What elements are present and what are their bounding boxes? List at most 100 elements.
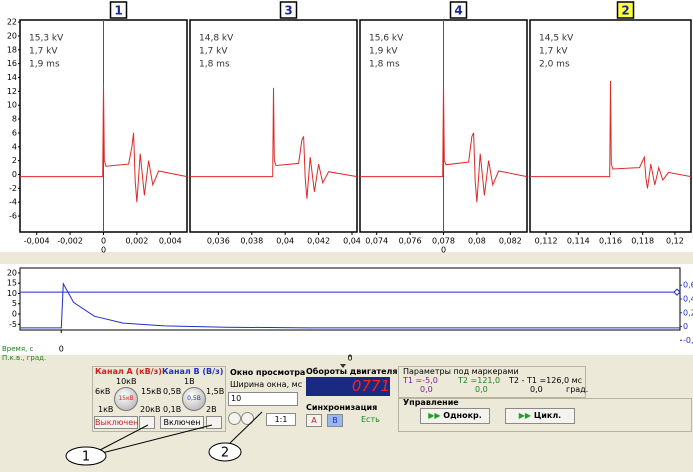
panel-header bbox=[449, 1, 468, 19]
x-tick-label: 0,002 bbox=[125, 237, 148, 246]
waveform bbox=[20, 84, 188, 203]
y-tick-label: 5 bbox=[12, 299, 17, 308]
panel-annotation: 1,8 ms bbox=[199, 60, 230, 70]
cycle-run-label: Цикл. bbox=[533, 411, 562, 420]
x-tick-label: 0,074 bbox=[365, 237, 388, 246]
x-tick-label: 0,078 bbox=[432, 237, 455, 246]
y-tick-label: 22 bbox=[7, 18, 17, 27]
overview-trace bbox=[20, 282, 680, 329]
separator bbox=[0, 355, 693, 364]
y-tick-label: 10 bbox=[7, 101, 17, 110]
crank-marker-label: 0 bbox=[101, 246, 106, 255]
x-tick-label: -0,002 bbox=[57, 237, 83, 246]
x-tick-label: 0,114 bbox=[567, 237, 590, 246]
x-axis-label: Время, с bbox=[2, 345, 33, 353]
channel-a-settings-button[interactable] bbox=[139, 416, 155, 429]
y-tick-label: 10 bbox=[7, 289, 17, 298]
panel-annotation: 1,7 kV bbox=[539, 47, 568, 57]
t2-degrees: 0,0 bbox=[475, 385, 488, 394]
channel-b-settings-button[interactable] bbox=[206, 416, 222, 429]
x2-tick-label: 0 bbox=[347, 354, 352, 363]
panel-annotation: 14,5 kV bbox=[539, 34, 574, 44]
zoom-select[interactable]: 1:1 bbox=[266, 413, 296, 426]
channel-b-knob[interactable]: 0,5В bbox=[182, 387, 206, 411]
knob-label: 6кВ bbox=[95, 387, 111, 396]
knob-label: 1кВ bbox=[98, 405, 114, 414]
crank-marker-label: 0 bbox=[441, 246, 446, 255]
sync-a-button[interactable]: A bbox=[306, 414, 322, 427]
x-tick-label: 0,04 bbox=[343, 237, 361, 246]
y-tick-label: 14 bbox=[7, 73, 17, 82]
y-tick-label: 18 bbox=[7, 45, 17, 54]
waveform bbox=[360, 84, 528, 203]
x-tick-label: 0,042 bbox=[307, 237, 330, 246]
x-tick-label: 0 bbox=[101, 237, 106, 246]
y-tick-label: -2 bbox=[9, 184, 17, 193]
panel-annotation: 1,8 ms bbox=[369, 60, 400, 70]
y2-tick-label: -0,2 bbox=[683, 336, 693, 345]
sync-b-button[interactable]: B bbox=[327, 414, 343, 427]
y-tick-label: 8 bbox=[12, 115, 17, 124]
sync-title: Синхронизация bbox=[306, 403, 378, 412]
panel-header bbox=[616, 1, 635, 19]
markers-group bbox=[398, 366, 586, 398]
channel-a-title: Канал А (кВ/з) bbox=[95, 367, 162, 376]
x-tick-label: 0,04 bbox=[276, 237, 294, 246]
y-tick-label: 0 bbox=[12, 309, 17, 318]
panel-annotation: 1,9 ms bbox=[29, 60, 60, 70]
control-title: Управление bbox=[403, 398, 459, 407]
single-run-button[interactable]: ▶▶ Однокр. bbox=[420, 408, 490, 424]
y-tick-label: -4 bbox=[9, 198, 17, 207]
t1-degrees: 0,0 bbox=[420, 385, 433, 394]
dt-value: T2 - T1 =126,0 мс bbox=[509, 376, 583, 385]
x-tick-label: 0,112 bbox=[535, 237, 558, 246]
waveform bbox=[530, 80, 692, 189]
x-tick-label: 0,082 bbox=[499, 237, 522, 246]
cycle-run-button[interactable]: ▶▶ Цикл. bbox=[505, 408, 575, 424]
x-tick-label: 0,076 bbox=[399, 237, 422, 246]
x-tick-label: 0,038 bbox=[240, 237, 263, 246]
markers-title: Параметры под маркерами bbox=[403, 367, 519, 376]
rpm-title: Обороты двигателя bbox=[306, 367, 398, 376]
panel-annotation: 14,8 kV bbox=[199, 34, 234, 44]
y2-tick-label: 0,2 bbox=[683, 308, 693, 317]
sync-status: Есть bbox=[361, 415, 380, 424]
y-tick-label: -5 bbox=[9, 320, 17, 329]
window-width-input[interactable]: 10 bbox=[228, 392, 298, 406]
zoom-out-button[interactable] bbox=[241, 412, 254, 425]
channel-a-knob[interactable]: 15кВ bbox=[114, 387, 138, 411]
y2-tick-label: 0,4 bbox=[683, 295, 693, 304]
panel-annotation: 1,7 kV bbox=[199, 47, 228, 57]
y-tick-label: 20 bbox=[7, 268, 17, 277]
x-tick-label: 0,08 bbox=[468, 237, 486, 246]
knob-label: 20кВ bbox=[140, 405, 161, 414]
knob-label: 2В bbox=[206, 405, 217, 414]
knob-label: 1,5В bbox=[206, 387, 225, 396]
panel-annotation: 1,9 kV bbox=[369, 47, 398, 57]
x-tick-label: 0,12 bbox=[666, 237, 684, 246]
panel-annotation: 1,7 kV bbox=[29, 47, 58, 57]
channel-b-state-button[interactable]: Включен bbox=[160, 416, 204, 429]
knob-label: 0,1В bbox=[163, 405, 182, 414]
y-tick-label: 4 bbox=[12, 142, 17, 151]
panel-annotation: 2,0 ms bbox=[539, 60, 570, 70]
knob-label: 1В bbox=[184, 377, 195, 386]
y-tick-label: 12 bbox=[7, 87, 17, 96]
zoom-in-button[interactable] bbox=[228, 412, 241, 425]
x-tick-label: 0 bbox=[59, 345, 64, 354]
panel-annotation: 15,3 kV bbox=[29, 34, 64, 44]
marker-handle bbox=[673, 288, 681, 296]
y-tick-label: 0 bbox=[12, 170, 17, 179]
knob-label: 0,5В bbox=[163, 387, 182, 396]
channel-a-state-button[interactable]: Выключен bbox=[94, 416, 139, 429]
x-tick-label: 0,004 bbox=[159, 237, 182, 246]
panel-header bbox=[109, 1, 128, 19]
channel-b-title: Канал В (В/з) bbox=[162, 367, 224, 376]
rpm-display: 0771 bbox=[306, 377, 390, 396]
knob-label: 15кВ bbox=[141, 387, 162, 396]
x-tick-label: 0,118 bbox=[631, 237, 654, 246]
window-width-label: Ширина окна, мс bbox=[230, 380, 303, 389]
degree-unit: град. bbox=[566, 385, 589, 394]
x-tick-label: -0,004 bbox=[24, 237, 50, 246]
